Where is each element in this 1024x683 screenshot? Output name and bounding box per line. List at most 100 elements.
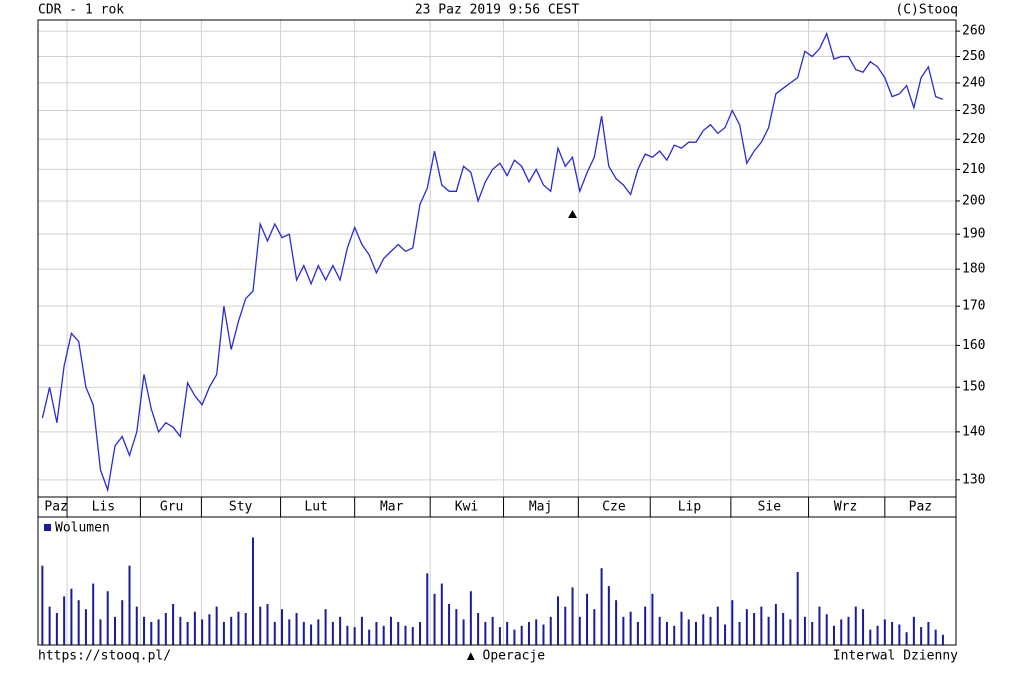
volume-bar bbox=[753, 613, 756, 645]
volume-bar bbox=[135, 606, 138, 645]
volume-bar bbox=[651, 593, 654, 645]
volume-bar bbox=[484, 621, 487, 645]
volume-bar bbox=[164, 613, 167, 645]
volume-bar bbox=[99, 619, 102, 645]
volume-bar bbox=[179, 616, 182, 645]
y-tick-label: 250 bbox=[962, 49, 985, 64]
x-tick-label: Lip bbox=[678, 500, 702, 515]
volume-bar bbox=[738, 621, 741, 645]
volume-bar bbox=[542, 624, 545, 645]
volume-bar bbox=[673, 625, 676, 645]
legend-swatch bbox=[44, 524, 51, 531]
volume-bar bbox=[317, 619, 320, 645]
y-tick-label: 140 bbox=[962, 424, 985, 439]
volume-bar bbox=[578, 616, 581, 645]
x-tick-label: Lis bbox=[92, 500, 115, 515]
footer-legend: ▲ Operacje bbox=[467, 649, 545, 664]
volume-bar bbox=[237, 611, 240, 645]
volume-bar bbox=[331, 621, 334, 645]
footer-url: https://stooq.pl/ bbox=[38, 649, 171, 664]
volume-bar bbox=[339, 616, 342, 645]
y-tick-label: 220 bbox=[962, 132, 985, 147]
x-tick-label: Paz bbox=[909, 500, 932, 515]
volume-bar bbox=[535, 619, 538, 645]
volume-bar bbox=[310, 624, 313, 645]
volume-bar bbox=[920, 627, 923, 645]
x-tick-label: Gru bbox=[160, 500, 183, 515]
volume-bar bbox=[281, 609, 284, 645]
volume-bar bbox=[825, 614, 828, 645]
volume-bar bbox=[636, 621, 639, 645]
volume-bar bbox=[665, 621, 668, 645]
volume-bar bbox=[796, 572, 799, 645]
volume-bar bbox=[462, 619, 465, 645]
volume-bar bbox=[607, 586, 610, 645]
volume-bar bbox=[934, 629, 937, 645]
volume-bar bbox=[869, 629, 872, 645]
volume-bar bbox=[186, 621, 189, 645]
volume-bar bbox=[382, 625, 385, 645]
legend-label: Wolumen bbox=[55, 521, 110, 536]
y-tick-label: 150 bbox=[962, 380, 985, 395]
chart-title: CDR - 1 rok bbox=[38, 3, 124, 18]
volume-bar bbox=[477, 613, 480, 645]
y-tick-label: 170 bbox=[962, 299, 985, 314]
volume-bar bbox=[680, 611, 683, 645]
volume-bar bbox=[302, 621, 305, 645]
volume-bar bbox=[70, 588, 73, 645]
volume-bar bbox=[128, 565, 131, 645]
x-tick-label: Lut bbox=[304, 500, 327, 515]
volume-bar bbox=[818, 606, 821, 645]
footer-interval: Interwal Dzienny bbox=[833, 649, 958, 664]
volume-bar bbox=[150, 621, 153, 645]
volume-bar bbox=[433, 593, 436, 645]
volume-bar bbox=[491, 616, 494, 645]
volume-bar bbox=[404, 625, 407, 645]
operation-marker bbox=[568, 210, 578, 219]
volume-bar bbox=[251, 537, 254, 645]
volume-bar bbox=[571, 587, 574, 645]
y-tick-label: 160 bbox=[962, 338, 985, 353]
volume-bar bbox=[419, 621, 422, 645]
volume-bar bbox=[832, 625, 835, 645]
volume-bar bbox=[862, 609, 865, 645]
volume-bar bbox=[266, 604, 269, 645]
volume-bar bbox=[48, 606, 51, 645]
y-tick-label: 130 bbox=[962, 472, 985, 487]
volume-bar bbox=[230, 616, 233, 645]
volume-bar bbox=[615, 600, 618, 645]
volume-bar bbox=[760, 606, 763, 645]
chart-source: (C)Stooq bbox=[895, 3, 958, 18]
x-tick-label: Cze bbox=[602, 500, 626, 515]
volume-bar bbox=[941, 634, 944, 645]
x-tick-label: Kwi bbox=[455, 500, 478, 515]
volume-bar bbox=[215, 606, 218, 645]
y-tick-label: 200 bbox=[962, 193, 985, 208]
volume-bar bbox=[244, 613, 247, 645]
y-tick-label: 230 bbox=[962, 103, 985, 118]
x-tick-label: Sty bbox=[229, 500, 253, 515]
volume-bar bbox=[77, 600, 80, 645]
volume-bar bbox=[411, 627, 414, 645]
volume-bar bbox=[629, 611, 632, 645]
volume-bar bbox=[346, 625, 349, 645]
y-tick-label: 190 bbox=[962, 227, 985, 242]
x-tick-label: Wrz bbox=[834, 500, 857, 515]
volume-bar bbox=[63, 596, 66, 645]
volume-bar bbox=[193, 611, 196, 645]
volume-frame bbox=[37, 516, 957, 646]
volume-bar bbox=[201, 619, 204, 645]
volume-bar bbox=[891, 621, 894, 645]
volume-bar bbox=[789, 619, 792, 645]
x-tick-label: Mar bbox=[380, 500, 404, 515]
volume-bar bbox=[702, 614, 705, 645]
volume-bar bbox=[898, 624, 901, 645]
volume-bar bbox=[745, 609, 748, 645]
volume-bar bbox=[295, 613, 298, 645]
volume-bar bbox=[106, 591, 109, 645]
volume-bar bbox=[157, 619, 160, 645]
volume-bar bbox=[121, 600, 124, 645]
chart-subtitle: 23 Paz 2019 9:56 CEST bbox=[415, 3, 580, 18]
volume-bar bbox=[811, 621, 814, 645]
volume-bar bbox=[498, 627, 501, 645]
